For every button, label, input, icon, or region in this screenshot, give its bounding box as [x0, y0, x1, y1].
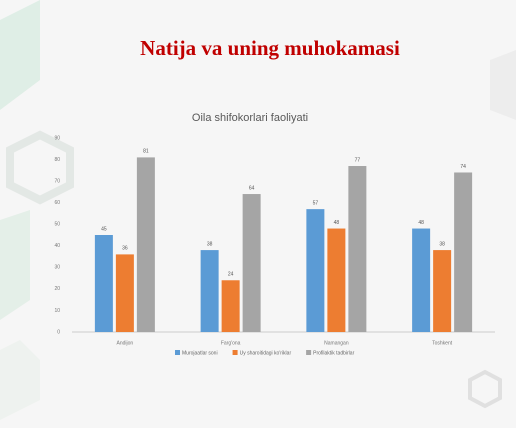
bar [306, 209, 325, 332]
y-tick-label: 30 [54, 265, 60, 271]
bar [221, 280, 240, 332]
decoration [490, 50, 516, 120]
value-label: 45 [101, 226, 107, 232]
y-tick-label: 10 [54, 308, 60, 314]
legend-label: Uy sharoitidagi ko'riklar [240, 350, 292, 356]
bar [115, 254, 134, 332]
decoration [0, 340, 40, 420]
chart-title: Oila shifokorlari faoliyati [192, 112, 308, 124]
value-label: 24 [228, 272, 234, 278]
bar [348, 166, 367, 332]
y-tick-label: 50 [54, 222, 60, 228]
x-tick-label: Toshkent [432, 340, 453, 346]
bar [242, 194, 261, 332]
value-label: 38 [439, 241, 445, 247]
bar [327, 228, 346, 332]
legend-swatch [175, 350, 180, 355]
value-label: 36 [122, 246, 128, 252]
decoration [5, 130, 74, 205]
slide-title: Natija va uning muhokamasi [140, 36, 400, 60]
value-label: 38 [207, 241, 213, 247]
x-tick-label: Andijon [117, 340, 134, 346]
y-tick-label: 40 [54, 243, 60, 249]
x-tick-label: Farg'ona [221, 340, 241, 346]
decoration [0, 210, 30, 320]
bar [454, 172, 473, 332]
decoration [0, 0, 40, 110]
y-tick-label: 90 [54, 135, 60, 141]
bar [136, 157, 155, 332]
value-label: 57 [313, 200, 319, 206]
value-label: 77 [355, 157, 361, 163]
bar [94, 235, 113, 332]
value-label: 48 [334, 220, 340, 226]
legend-label: Profilaktik tadbirlar [313, 350, 354, 356]
bar [412, 228, 431, 332]
y-tick-label: 80 [54, 157, 60, 163]
x-tick-label: Namangan [324, 340, 349, 346]
value-label: 74 [460, 164, 466, 170]
value-label: 81 [143, 149, 149, 155]
y-tick-label: 20 [54, 286, 60, 292]
legend-label: Murojaatlar soni [182, 350, 218, 356]
bar [433, 250, 452, 332]
legend-swatch [306, 350, 312, 355]
y-tick-label: 60 [54, 200, 60, 206]
decoration [468, 369, 502, 409]
value-label: 64 [249, 185, 255, 191]
y-tick-label: 70 [54, 178, 60, 184]
y-tick-label: 0 [57, 329, 60, 335]
bar [200, 250, 219, 332]
value-label: 48 [418, 220, 424, 226]
legend-swatch [232, 350, 238, 355]
